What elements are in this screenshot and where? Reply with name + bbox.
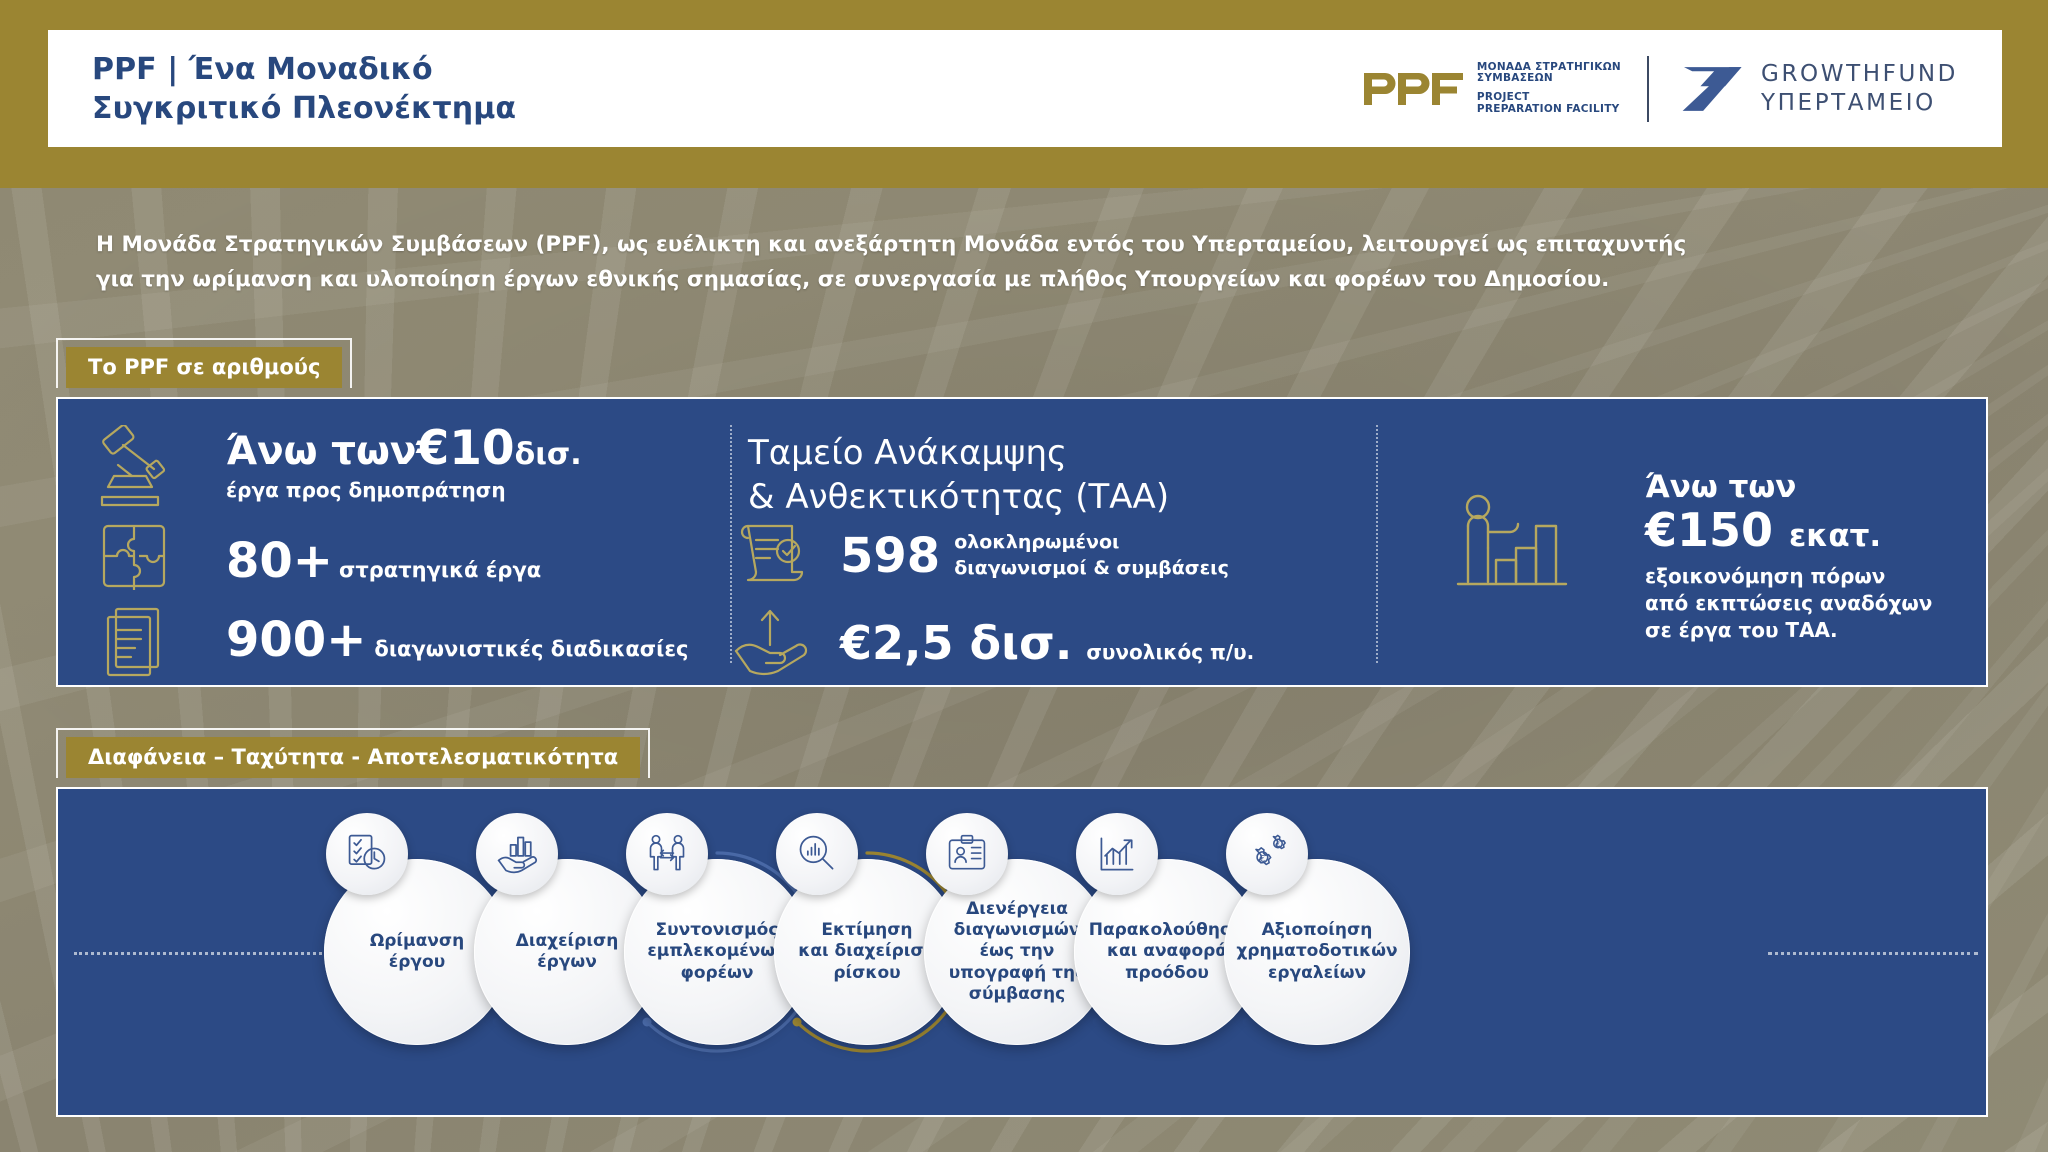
stat-over-10bn: Άνω των€10δισ. έργα προς δημοπράτηση [226, 424, 582, 503]
process-step-2-label: Διαχείριση έργων [515, 930, 619, 972]
stat-over-10bn-caption: έργα προς δημοπράτηση [226, 478, 506, 503]
process-step-1-bubble [326, 813, 408, 895]
ppf-logo-english: PROJECT PREPARATION FACILITY [1476, 91, 1620, 115]
stat-150m: Άνω των €150 εκατ. εξοικονόμηση πόρων απ… [1645, 470, 1932, 644]
process-step-3-label: Συντονισμός εμπλεκομένων φορέων [647, 920, 787, 983]
checklist-clock-icon [348, 834, 386, 870]
id-card-icon [948, 834, 986, 870]
stat-900-plus-value: 900+ [226, 612, 367, 668]
header-bar: PPF | Ένα Μοναδικό Συγκριτικό Πλεονέκτημ… [48, 30, 2002, 147]
certificate-check-icon [740, 524, 804, 582]
stat-80-plus-value: 80+ [226, 533, 334, 589]
stat-598-value: 598 [840, 528, 941, 584]
process-step-7[interactable]: Αξιοποίηση χρηματοδοτικών εργαλείων € € [1224, 813, 1418, 1053]
stat-150m-amount: €150 [1645, 502, 1774, 557]
process-step-2-bubble [476, 813, 558, 895]
people-exchange-icon [649, 834, 685, 871]
svg-text:€: € [1260, 853, 1266, 864]
growthfund-logo: GROWTHFUND ΥΠΕΡΤΑΜΕΙΟ [1649, 60, 1958, 116]
process-step-6-bubble [1076, 813, 1158, 895]
column-divider-2 [1376, 425, 1378, 663]
hand-arrow-up-icon [734, 609, 808, 676]
stat-2-5bn: €2,5 δισ. συνολικός π/υ. [840, 616, 1254, 670]
intro-paragraph: Η Μονάδα Στρατηγικών Συμβάσεων (PPF), ως… [96, 232, 1687, 292]
logo-divider [1647, 55, 1650, 122]
process-step-3-bubble [626, 813, 708, 895]
hand-barchart-icon [497, 836, 537, 874]
puzzle-icon [102, 524, 166, 590]
gavel-icon [100, 425, 166, 507]
process-lead-line-left [74, 952, 334, 955]
growthfund-mark-icon [1682, 66, 1742, 111]
stat-over-10bn-unit: δισ. [514, 437, 582, 472]
ppf-logo-greek: ΜΟΝΑΔΑ ΣΤΡΑΤΗΓΙΚΩΝ ΣΥΜΒΑΣΕΩΝ [1476, 60, 1622, 85]
process-step-7-bubble: € € [1226, 813, 1308, 895]
stat-150m-caption: εξοικονόμηση πόρων από εκπτώσεις αναδόχω… [1645, 564, 1933, 643]
process-step-4-label: Εκτίμηση και διαχείριση ρίσκου [798, 920, 936, 983]
magnifier-chart-icon [799, 835, 834, 870]
process-chain: Ωρίμανση έργου Διαχείριση έργων [56, 787, 1988, 1117]
ppf-wordmark-icon [1363, 72, 1463, 105]
stat-over-10bn-amount: €10 [416, 421, 515, 476]
stat-150m-value: €150 εκατ. [1645, 502, 1932, 557]
stat-150m-prefix: Άνω των [1645, 469, 1797, 505]
person-barchart-icon [1456, 494, 1568, 586]
process-step-5-bubble [926, 813, 1008, 895]
process-step-1-label: Ωρίμανση έργου [369, 930, 465, 972]
euro-gears-icon: € € [1255, 834, 1286, 866]
numbers-panel [56, 397, 1988, 687]
process-step-4-bubble [776, 813, 858, 895]
growthfund-name-en: GROWTHFUND [1761, 61, 1958, 88]
process-step-7-label: Αξιοποίηση χρηματοδοτικών εργαλείων [1236, 920, 1398, 983]
stat-598: 598 ολοκληρωμένοι διαγωνισμοί & συμβάσει… [840, 528, 1229, 584]
section-tab-numbers: Το PPF σε αριθμούς [56, 338, 353, 388]
stat-2-5bn-value: €2,5 δισ. [840, 616, 1073, 670]
section-tab-numbers-label: Το PPF σε αριθμούς [66, 347, 343, 388]
process-lead-line-right [1768, 952, 1978, 955]
section-tab-process: Διαφάνεια – Ταχύτητα - Αποτελεσματικότητ… [56, 728, 651, 778]
process-step-6-label: Παρακολούθηση και αναφορά προόδου [1088, 920, 1246, 983]
column-divider-1 [730, 425, 732, 663]
taa-title: Ταμείο Ανάκαμψης & Ανθεκτικότητας (ΤΑΑ) [748, 433, 1170, 517]
stat-80-plus: 80+ στρατηγικά έργα [226, 533, 541, 589]
documents-icon [106, 607, 160, 677]
section-tab-process-label: Διαφάνεια – Ταχύτητα - Αποτελεσματικότητ… [66, 737, 641, 778]
ppf-logo-text: ΜΟΝΑΔΑ ΣΤΡΑΤΗΓΙΚΩΝ ΣΥΜΒΑΣΕΩΝ PROJECT PRE… [1476, 60, 1622, 116]
stat-2-5bn-caption: συνολικός π/υ. [1086, 640, 1255, 664]
stat-900-plus-caption: διαγωνιστικές διαδικασίες [374, 637, 689, 661]
growthfund-logo-text: GROWTHFUND ΥΠΕΡΤΑΜΕΙΟ [1761, 60, 1958, 116]
svg-text:€: € [1276, 840, 1281, 849]
growth-chart-icon [1100, 837, 1134, 871]
stat-over-10bn-prefix: Άνω των [226, 429, 417, 474]
ppf-logo: ΜΟΝΑΔΑ ΣΤΡΑΤΗΓΙΚΩΝ ΣΥΜΒΑΣΕΩΝ PROJECT PRE… [1361, 60, 1647, 116]
stat-598-caption: ολοκληρωμένοι διαγωνισμοί & συμβάσεις [954, 531, 1229, 579]
page-title: PPF | Ένα Μοναδικό Συγκριτικό Πλεονέκτημ… [92, 51, 517, 126]
stat-over-10bn-value: Άνω των€10δισ. [226, 424, 582, 473]
growthfund-name-gr: ΥΠΕΡΤΑΜΕΙΟ [1761, 89, 1936, 116]
stat-900-plus: 900+ διαγωνιστικές διαδικασίες [226, 612, 688, 668]
stat-150m-unit: εκατ. [1789, 517, 1882, 554]
stat-80-plus-caption: στρατηγικά έργα [339, 558, 542, 582]
logo-group: ΜΟΝΑΔΑ ΣΤΡΑΤΗΓΙΚΩΝ ΣΥΜΒΑΣΕΩΝ PROJECT PRE… [1361, 55, 1958, 122]
